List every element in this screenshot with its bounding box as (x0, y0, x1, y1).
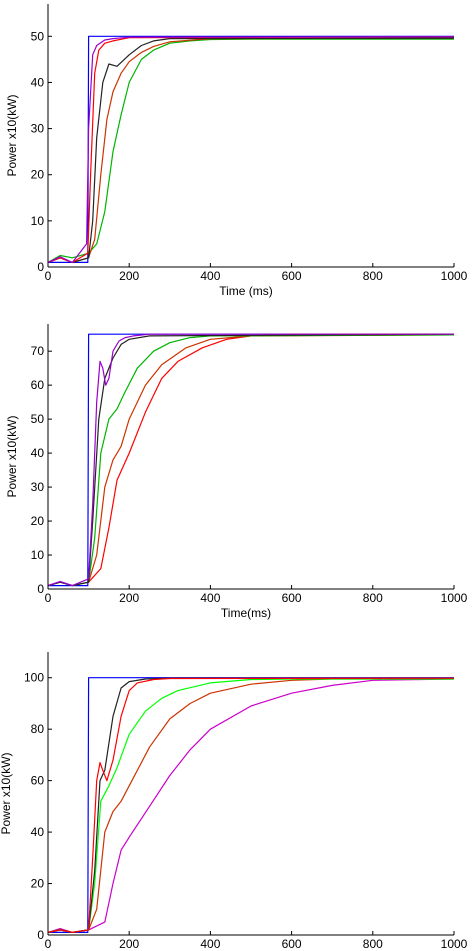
x-tick-label: 400 (200, 269, 220, 283)
chart-panel-2: 0 200 400 600 800 1000 0 10 20 30 40 50 60 70 Time(ms)… (5, 324, 468, 620)
y-axis-label: Power x10(kW) (0, 752, 13, 834)
x-tick-label: 200 (119, 269, 139, 283)
x-axis-label: Time (ms) (219, 284, 273, 298)
series-line-1 (48, 333, 454, 587)
y-tick-label: 80 (31, 722, 45, 736)
y-tick-label: 60 (31, 378, 45, 392)
series-line-5 (47, 333, 455, 587)
x-tick-label: 0 (45, 591, 52, 605)
y-tick-label: 70 (31, 344, 45, 358)
y-tick-label: 20 (31, 168, 45, 182)
y-tick-label: 20 (31, 877, 45, 891)
x-tick-label: 1000 (441, 937, 468, 951)
series-line-2 (47, 38, 454, 263)
y-tick-label: 0 (37, 928, 44, 942)
y-tick-label: 100 (24, 671, 44, 685)
series-line-4 (47, 678, 454, 933)
y-tick-label: 50 (31, 29, 45, 43)
y-tick-label: 40 (31, 446, 45, 460)
x-tick-label: 400 (200, 591, 220, 605)
y-tick-label: 10 (31, 548, 45, 562)
series-line-1 (48, 35, 454, 263)
series-line-6 (47, 333, 454, 587)
series-line-4 (47, 334, 455, 587)
x-tick-label: 800 (363, 937, 383, 951)
x-tick-label: 200 (119, 937, 139, 951)
x-tick-label: 1000 (441, 269, 468, 283)
x-tick-label: 200 (119, 591, 139, 605)
series-line-1 (48, 677, 454, 933)
y-axis-label: Power x10(kW) (5, 94, 19, 176)
series-line-3 (47, 334, 455, 587)
series-line-6 (47, 36, 455, 263)
x-tick-label: 800 (363, 269, 383, 283)
x-tick-label: 0 (45, 937, 52, 951)
y-tick-label: 10 (31, 214, 45, 228)
series-line-3 (47, 37, 455, 263)
series-line-5 (47, 36, 455, 263)
series-line-2 (47, 678, 455, 933)
y-tick-label: 40 (31, 825, 45, 839)
x-tick-label: 600 (282, 937, 302, 951)
x-tick-label: 0 (45, 269, 52, 283)
y-tick-label: 30 (31, 122, 45, 136)
series-line-5 (47, 677, 454, 933)
x-tick-label: 1000 (441, 591, 468, 605)
y-tick-label: 60 (31, 774, 45, 788)
x-tick-label: 800 (363, 591, 383, 605)
x-axis-label: Time(ms) (221, 606, 271, 620)
chart-panel-3: 02004006008001000020406080100Time (ms)Po… (0, 652, 468, 951)
y-axis-label: Power x10(kW) (5, 415, 19, 497)
x-tick-label: 600 (282, 269, 302, 283)
y-tick-label: 0 (37, 260, 44, 274)
chart-panel-1: 0 200 400 600 800 1000 0 10 20 30 40 50 Time (ms) Pow… (5, 4, 468, 298)
y-tick-label: 50 (31, 412, 45, 426)
x-tick-label: 400 (200, 937, 220, 951)
series-line-2 (47, 333, 454, 587)
y-tick-label: 0 (37, 582, 44, 596)
y-tick-label: 20 (31, 514, 45, 528)
y-tick-label: 40 (31, 75, 45, 89)
series-line-6 (47, 677, 455, 933)
x-tick-label: 600 (282, 591, 302, 605)
y-tick-label: 30 (31, 480, 45, 494)
series-line-3 (47, 678, 454, 933)
series-line-4 (47, 37, 455, 263)
